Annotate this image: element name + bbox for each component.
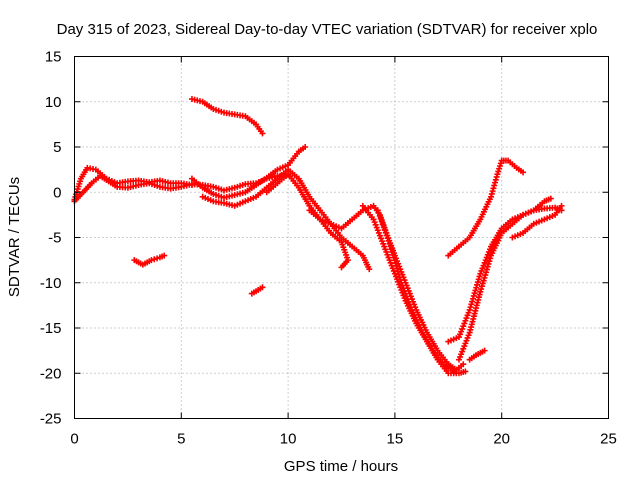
- data-point: [547, 195, 554, 202]
- data-point: [520, 169, 527, 176]
- data-point: [488, 190, 495, 197]
- chart-title: Day 315 of 2023, Sidereal Day-to-day VTE…: [57, 21, 598, 38]
- y-tick-label: -25: [40, 411, 62, 428]
- y-tick-label: 5: [53, 139, 61, 156]
- y-tick-label: -10: [40, 275, 62, 292]
- x-tick-label: 25: [600, 431, 617, 448]
- series-arc-16: [509, 202, 565, 241]
- x-tick-label: 20: [493, 431, 510, 448]
- data-point: [188, 182, 195, 189]
- data-point: [492, 179, 499, 186]
- series-arc-10: [359, 202, 469, 377]
- series-layer: [71, 96, 565, 377]
- y-axis-label: SDTVAR / TECUs: [6, 177, 23, 297]
- data-point: [366, 266, 373, 273]
- y-tick-label: 15: [45, 49, 62, 66]
- data-point: [488, 193, 495, 200]
- series-arc-13: [455, 195, 554, 363]
- series-arc-12: [445, 204, 565, 345]
- data-point: [460, 361, 467, 368]
- x-tick-label: 15: [387, 431, 404, 448]
- series-arc-7: [131, 252, 168, 268]
- x-tick-label: 5: [177, 431, 185, 448]
- y-tick-label: 10: [45, 94, 62, 111]
- data-point: [492, 176, 499, 183]
- series-arc-15: [445, 157, 527, 259]
- data-point: [151, 256, 158, 263]
- x-axis-label: GPS time / hours: [284, 458, 398, 475]
- data-point: [491, 182, 498, 189]
- data-point: [338, 264, 345, 271]
- data-point: [154, 255, 161, 262]
- data-point: [259, 284, 266, 291]
- data-point: [489, 188, 496, 195]
- data-point: [558, 202, 565, 209]
- data-point: [493, 173, 500, 180]
- ticks: [74, 56, 609, 419]
- y-tick-label: 0: [53, 184, 61, 201]
- data-point: [462, 368, 469, 375]
- x-tick-label: 10: [280, 431, 297, 448]
- data-point: [302, 144, 309, 150]
- series-arc-2: [71, 164, 195, 203]
- y-tick-label: -15: [40, 320, 62, 337]
- series-arc-14: [466, 347, 488, 363]
- y-tick-label: -20: [40, 365, 62, 382]
- data-point: [161, 252, 168, 259]
- grid: [74, 56, 609, 419]
- y-tick-label: -5: [48, 230, 61, 247]
- series-arc-3: [188, 144, 309, 201]
- series-arc-8: [248, 284, 266, 297]
- x-tick-label: 0: [70, 431, 78, 448]
- series-arc-5: [263, 171, 351, 271]
- data-point: [490, 185, 497, 192]
- data-point: [481, 347, 488, 354]
- series-arc-11: [374, 207, 467, 375]
- tick-labels: 0 5 10 15 20 25 15 10 5 0 -5 -10 -15 -20 -25: [40, 49, 617, 448]
- series-arc-6: [188, 96, 266, 137]
- data-point: [259, 130, 266, 137]
- data-point: [148, 257, 155, 264]
